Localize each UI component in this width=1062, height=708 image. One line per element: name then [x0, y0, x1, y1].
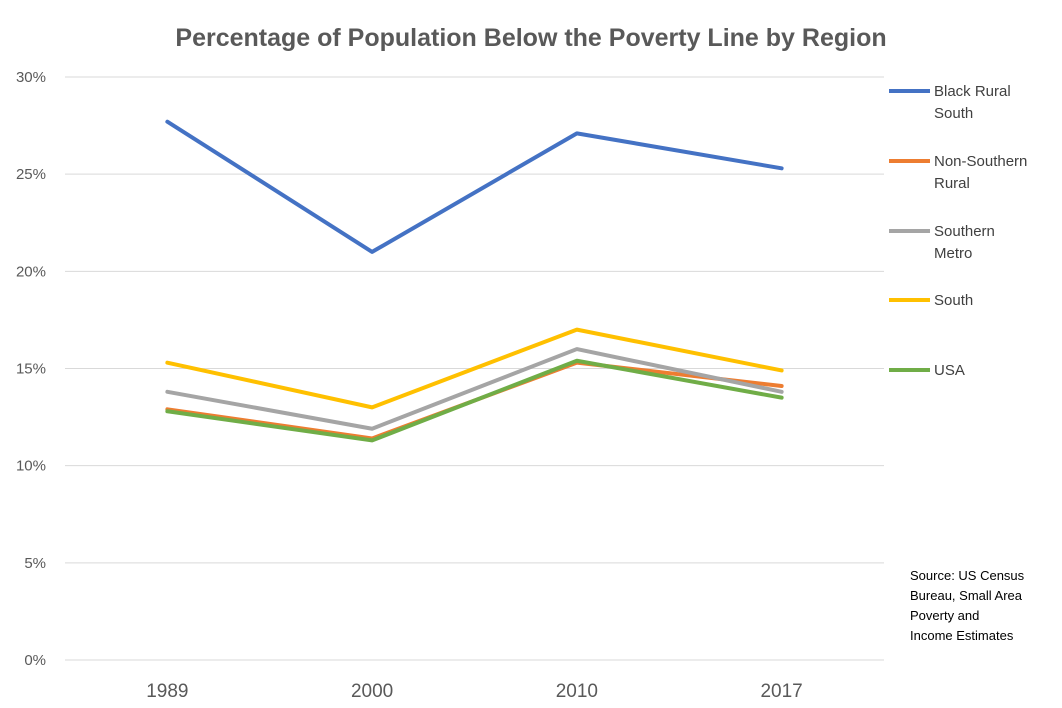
legend-item-non-southern-rural: Non-Southern Rural: [889, 153, 1027, 192]
source-note: Source: US Census Bureau, Small Area Pover…: [910, 568, 1025, 643]
source-line: Bureau, Small Area: [910, 588, 1023, 603]
legend-item-black-rural-south: Black Rural South: [889, 83, 1011, 122]
legend-item-southern-metro: Southern Metro: [889, 223, 995, 262]
legend-label: USA: [934, 362, 965, 379]
y-tick-label: 10%: [16, 458, 46, 475]
series-lines: [165, 119, 784, 443]
y-tick-label: 5%: [24, 555, 46, 572]
x-tick-label: 2010: [556, 681, 598, 702]
legend-label: Black Rural: [934, 83, 1011, 100]
y-axis-ticks: 0% 5% 10% 15% 20% 25% 30%: [16, 69, 46, 669]
legend: Black Rural South Non-Southern Rural Souther…: [889, 83, 1027, 379]
y-tick-label: 30%: [16, 69, 46, 86]
legend-label: Non-Southern: [934, 153, 1027, 170]
legend-label: South: [934, 105, 973, 122]
legend-label: Metro: [934, 245, 972, 262]
source-line: Source: US Census: [910, 568, 1025, 583]
legend-label: South: [934, 292, 973, 309]
series-line-south: [165, 327, 784, 410]
series-line-southern-metro: [165, 347, 784, 431]
y-tick-label: 20%: [16, 263, 46, 280]
y-tick-label: 15%: [16, 361, 46, 378]
chart-title: Percentage of Population Below the Pover…: [175, 24, 886, 52]
y-tick-label: 25%: [16, 166, 46, 183]
y-tick-label: 0%: [24, 652, 46, 669]
legend-item-south: South: [889, 292, 973, 309]
x-tick-label: 1989: [146, 681, 188, 702]
x-tick-label: 2017: [760, 681, 802, 702]
series-line-usa: [165, 358, 784, 443]
source-line: Income Estimates: [910, 628, 1014, 643]
series-line-black-rural-south: [165, 119, 784, 254]
source-line: Poverty and: [910, 608, 979, 623]
x-axis-ticks: 1989 2000 2010 2017: [146, 681, 803, 702]
legend-label: Southern: [934, 223, 995, 240]
legend-item-usa: USA: [889, 362, 965, 379]
legend-label: Rural: [934, 175, 970, 192]
x-tick-label: 2000: [351, 681, 393, 702]
